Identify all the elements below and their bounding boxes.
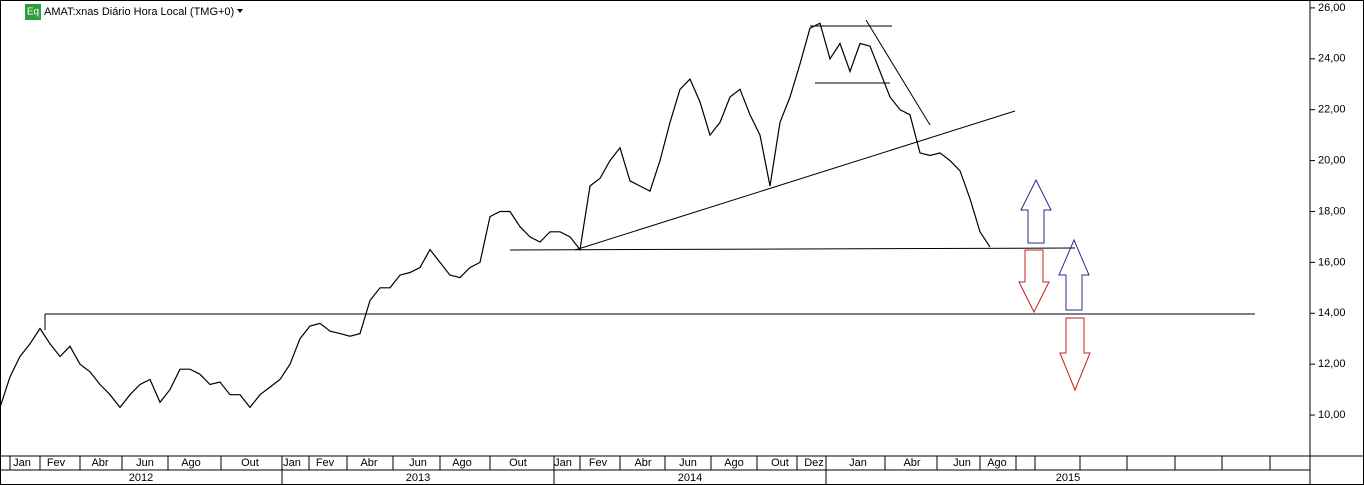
y-tick-label: 14,00 <box>1318 307 1346 319</box>
x-tick-label: Jan <box>849 457 867 469</box>
x-tick-label: Jan <box>13 457 31 469</box>
x-tick-label: Jan <box>554 457 572 469</box>
x-tick-label: Abr <box>360 457 377 469</box>
x-tick-label: Jun <box>409 457 427 469</box>
badge-icon <box>25 4 41 20</box>
x-tick-label: Out <box>509 457 527 469</box>
x-tick-label: Jun <box>679 457 697 469</box>
x-tick-label: Jan <box>283 457 301 469</box>
y-tick-label: 20,00 <box>1318 154 1346 166</box>
year-label: 2015 <box>1056 472 1080 484</box>
y-tick-label: 12,00 <box>1318 358 1346 370</box>
y-tick-label: 18,00 <box>1318 205 1346 217</box>
dropdown[interactable] <box>237 9 243 13</box>
x-tick-label: Jun <box>136 457 154 469</box>
y-tick-label: 26,00 <box>1318 2 1346 14</box>
arrows <box>1018 178 1091 392</box>
y-tick-label: 10,00 <box>1318 409 1346 421</box>
y-tick-label: 16,00 <box>1318 256 1346 268</box>
badge: Eq <box>27 7 39 18</box>
y-tick-label: 24,00 <box>1318 53 1346 65</box>
x-tick-label: Ago <box>181 457 201 469</box>
x-tick-label: Ago <box>724 457 744 469</box>
x-tick-label: Abr <box>903 457 920 469</box>
x-tick-label: Fev <box>589 457 608 469</box>
price-line <box>0 22 991 409</box>
year-label: 2014 <box>678 472 702 484</box>
y-tick-label: 22,00 <box>1318 104 1346 116</box>
year-label: 2012 <box>129 472 153 484</box>
x-tick-label: Dez <box>804 457 824 469</box>
x-tick-label: Out <box>241 457 259 469</box>
x-tick-label: Jun <box>953 457 971 469</box>
chart-title: AMAT:xnas Diário Hora Local (TMG+0) <box>44 6 234 18</box>
x-tick-label: Abr <box>91 457 108 469</box>
x-tick-label: Abr <box>634 457 651 469</box>
x-tick-label: Fev <box>47 457 66 469</box>
annotations <box>44 19 1255 330</box>
year-label: 2013 <box>406 472 430 484</box>
x-tick-label: Fev <box>316 457 335 469</box>
x-tick-label: Ago <box>452 457 472 469</box>
x-tick-label: Out <box>771 457 789 469</box>
x-tick-label: Ago <box>987 457 1007 469</box>
